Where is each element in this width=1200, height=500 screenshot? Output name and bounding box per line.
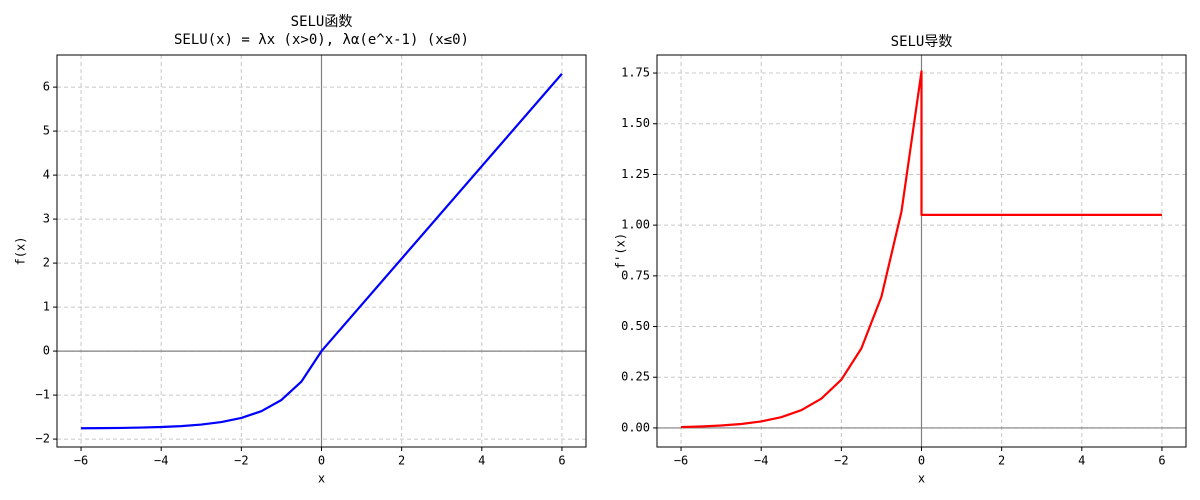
x-tick-label: −6 — [674, 454, 688, 468]
x-tick-label: −2 — [834, 454, 848, 468]
plot-frame — [656, 54, 1187, 448]
y-tick-label: 0 — [43, 344, 50, 358]
y-tick-label: 5 — [43, 124, 50, 138]
y-tick-label: 0.50 — [621, 319, 650, 333]
x-tick-label: 6 — [558, 454, 565, 468]
chart-title: SELU导数 — [891, 34, 953, 50]
x-axis-label: x — [318, 472, 325, 486]
x-tick-label: 0 — [918, 454, 925, 468]
x-tick-label: 4 — [1078, 454, 1085, 468]
x-tick-label: −4 — [754, 454, 768, 468]
y-tick-label: 0.75 — [621, 268, 650, 282]
y-tick-label: 0.25 — [621, 370, 650, 384]
x-tick-label: 0 — [318, 454, 325, 468]
x-tick-label: −6 — [74, 454, 88, 468]
x-axis-label: x — [918, 472, 925, 486]
y-tick-label: 1 — [43, 300, 50, 314]
y-tick-label: 2 — [43, 256, 50, 270]
x-tick-label: −2 — [234, 454, 248, 468]
x-tick-label: 6 — [1158, 454, 1165, 468]
chart-title: SELU函数 — [291, 14, 353, 30]
y-tick-label: 1.00 — [621, 218, 650, 232]
line — [81, 73, 563, 430]
y-tick-label: 1.25 — [621, 167, 650, 181]
y-tick-label: −2 — [36, 432, 50, 446]
chart-subtitle: SELU(x) = λx (x>0), λα(e^x-1) (x≤0) — [174, 32, 469, 48]
plot-frame — [56, 54, 587, 448]
y-tick-label: 0.00 — [621, 420, 650, 434]
y-axis-label: f'(x) — [614, 233, 628, 269]
line — [681, 70, 1162, 429]
x-tick-label: 4 — [478, 454, 485, 468]
x-tick-label: 2 — [398, 454, 405, 468]
y-tick-label: −1 — [36, 388, 50, 402]
y-tick-label: 6 — [43, 80, 50, 94]
y-axis-label: f(x) — [14, 237, 28, 266]
y-tick-label: 4 — [43, 168, 50, 182]
y-tick-label: 1.75 — [621, 66, 650, 80]
x-tick-label: −4 — [154, 454, 168, 468]
x-tick-label: 2 — [998, 454, 1005, 468]
y-tick-label: 3 — [43, 212, 50, 226]
y-tick-label: 1.50 — [621, 116, 650, 130]
